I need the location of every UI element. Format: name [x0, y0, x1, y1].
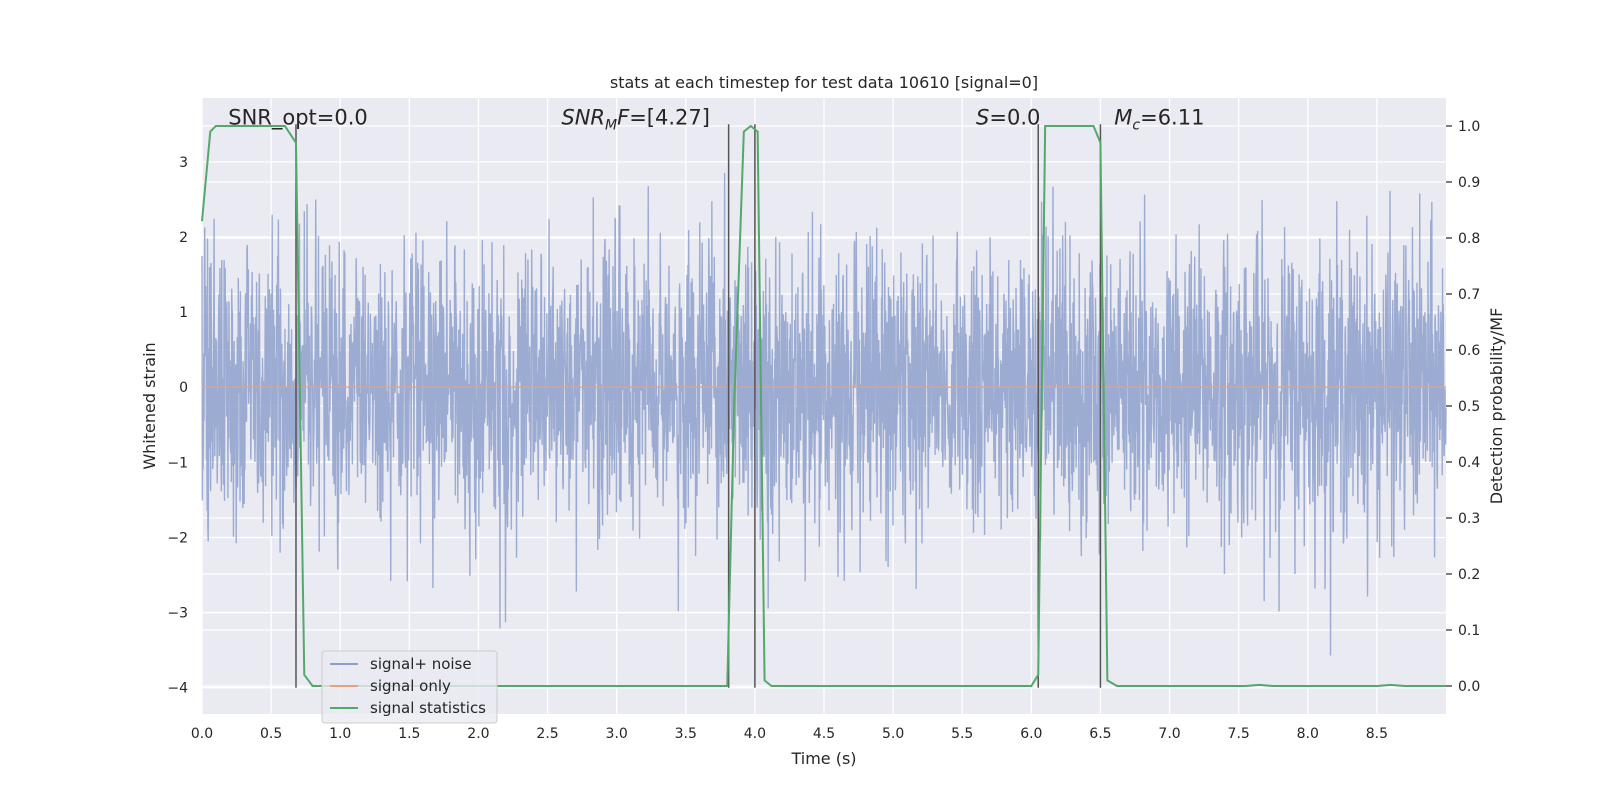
y-axis-left-ticks: −4 −3 −2 −1 0 1 2 3 — [167, 155, 188, 697]
x-tick-label: 5.0 — [882, 726, 904, 742]
x-tick-label: 4.0 — [744, 726, 766, 742]
x-tick-label: 1.0 — [329, 726, 351, 742]
y-left-tick-label: 1 — [179, 305, 188, 321]
y-right-tick-label: 0.7 — [1458, 287, 1480, 303]
x-tick-label: 7.5 — [1228, 726, 1250, 742]
y-right-tick-label: 0.0 — [1458, 679, 1480, 695]
y-right-tick-label: 0.1 — [1458, 623, 1480, 639]
y-right-tick-label: 0.4 — [1458, 455, 1480, 471]
chart-title: stats at each timestep for test data 106… — [610, 73, 1038, 92]
y-axis-right-label: Detection probability/MF — [1487, 308, 1506, 505]
x-tick-label: 3.5 — [675, 726, 697, 742]
annotation-snr-opt: SNR_opt=0.0 — [228, 105, 368, 130]
x-tick-label: 1.5 — [398, 726, 420, 742]
x-tick-label: 6.0 — [1020, 726, 1042, 742]
legend-label-signal: signal only — [370, 677, 451, 695]
y-left-tick-label: −1 — [167, 455, 188, 471]
legend: signal+ noise signal only signal statist… — [321, 650, 498, 724]
y-right-tick-label: 0.3 — [1458, 511, 1480, 527]
x-tick-label: 0.5 — [260, 726, 282, 742]
x-tick-label: 3.0 — [606, 726, 628, 742]
x-tick-label: 4.5 — [813, 726, 835, 742]
y-left-tick-label: 3 — [179, 155, 188, 171]
x-tick-label: 6.5 — [1089, 726, 1111, 742]
y-right-tick-label: 0.8 — [1458, 231, 1480, 247]
x-tick-label: 7.0 — [1158, 726, 1180, 742]
legend-label-noise: signal+ noise — [370, 655, 472, 673]
annotation-s: S=0.0 — [976, 105, 1040, 129]
y-axis-left-label: Whitened strain — [140, 342, 159, 469]
y-left-tick-label: −3 — [167, 606, 188, 622]
x-axis-label: Time (s) — [790, 749, 856, 768]
x-axis-ticks: 0.0 0.5 1.0 1.5 2.0 2.5 3.0 3.5 4.0 4.5 5.0 5.5 6.0 6… — [191, 726, 1388, 742]
annotations: SNR_opt=0.0 SNRMF=[4.27] S=0.0 Mc=6.11 — [228, 105, 1204, 133]
x-tick-label: 2.0 — [467, 726, 489, 742]
signal-statistics-series — [201, 124, 1446, 687]
x-tick-label: 8.5 — [1366, 726, 1388, 742]
annotation-snr-mf: SNRMF=[4.27] — [561, 105, 710, 133]
y-right-tick-label: 0.6 — [1458, 343, 1480, 359]
y-left-tick-label: −4 — [167, 681, 188, 697]
annotation-mc: Mc=6.11 — [1114, 105, 1204, 133]
x-tick-label: 5.5 — [951, 726, 973, 742]
y-right-tick-label: 1.0 — [1458, 119, 1480, 135]
y-left-tick-label: 0 — [179, 380, 188, 396]
legend-label-stats: signal statistics — [370, 699, 486, 717]
y-left-tick-label: −2 — [167, 530, 188, 546]
y-right-tick-label: 0.5 — [1458, 399, 1480, 415]
y-right-tick-label: 0.2 — [1458, 567, 1480, 583]
signal-statistics-line — [201, 124, 1446, 687]
y-right-tick-label: 0.9 — [1458, 175, 1480, 191]
x-tick-label: 8.0 — [1297, 726, 1319, 742]
x-tick-label: 0.0 — [191, 726, 213, 742]
x-tick-label: 2.5 — [536, 726, 558, 742]
y-left-tick-label: 2 — [179, 230, 188, 246]
legend-box — [321, 650, 498, 724]
y-axis-right-ticks: 0.0 0.1 0.2 0.3 0.4 0.5 0.6 0.7 0.8 0.9 1.0 — [1446, 119, 1480, 695]
